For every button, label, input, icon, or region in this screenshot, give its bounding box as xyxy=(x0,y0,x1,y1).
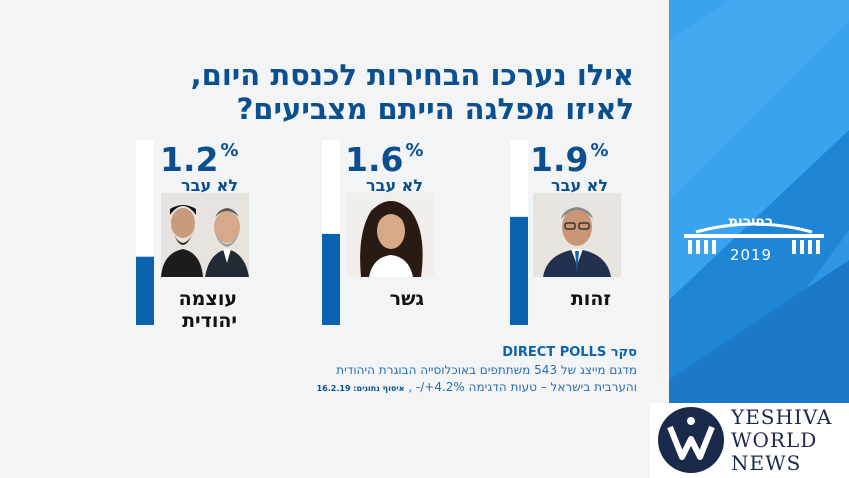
candidate-photo-zehut xyxy=(533,193,621,277)
party-name-gesher: גשר xyxy=(334,288,424,310)
source-date: איסוף נתונים: 16.2.19 xyxy=(316,384,405,393)
source-margin: והערבית בישראל – טעות הדגימה 4.2%+/- , א… xyxy=(317,380,637,394)
value-label: 1.9% xyxy=(530,140,609,179)
knesset-icon xyxy=(684,222,824,254)
watermark-line-1: YESHIVA xyxy=(731,405,833,429)
bar-1 xyxy=(322,233,340,325)
value-label: 1.2% xyxy=(160,140,239,179)
threshold-status: לא עבר xyxy=(366,176,423,195)
value-label: 1.6% xyxy=(345,140,424,179)
value-number: 1.2 xyxy=(160,140,219,179)
party-name-otzma: עוצמה יהודית xyxy=(147,288,237,332)
party-name-line: עוצמה xyxy=(178,288,237,310)
party-name-line: יהודית xyxy=(182,310,237,332)
source-brand: DIRECT POLLS xyxy=(502,345,607,360)
value-unit: % xyxy=(590,140,609,161)
bar-0 xyxy=(510,216,528,325)
watermark-logo-icon xyxy=(658,407,724,473)
candidate-photo-otzma xyxy=(161,193,249,277)
party-name-line: גשר xyxy=(389,288,424,310)
panel-stripe xyxy=(669,0,849,200)
candidate-photo-gesher xyxy=(347,193,435,277)
threshold-status: לא עבר xyxy=(551,176,608,195)
logo-text: בחירות xyxy=(728,214,774,230)
party-name-zehut: זהות xyxy=(521,288,611,310)
value-number: 1.9 xyxy=(530,140,589,179)
logo-year: 2019 xyxy=(729,246,773,264)
source-label: סקר xyxy=(610,345,637,360)
title-line-2: לאיזו מפלגה הייתם מצביעים? xyxy=(236,92,634,126)
title-line-1: אילו נערכו הבחירות לכנסת היום, xyxy=(190,58,634,92)
bar-2 xyxy=(136,256,154,325)
source-margin-text: והערבית בישראל – טעות הדגימה 4.2%+/- , xyxy=(408,380,637,394)
value-unit: % xyxy=(220,140,239,161)
source-sample: מדגם מייצג של 543 משתתפים באוכלוסייה הבו… xyxy=(336,363,637,377)
source-heading: סקר DIRECT POLLS xyxy=(502,345,637,360)
watermark-line-3: NEWS xyxy=(731,451,802,475)
value-number: 1.6 xyxy=(345,140,404,179)
value-unit: % xyxy=(405,140,424,161)
page-title: אילו נערכו הבחירות לכנסת היום, לאיזו מפל… xyxy=(114,58,634,126)
party-name-line: זהות xyxy=(570,288,611,310)
decorative-panel xyxy=(669,0,849,478)
watermark-line-2: WORLD xyxy=(731,428,818,452)
threshold-status: לא עבר xyxy=(181,176,238,195)
